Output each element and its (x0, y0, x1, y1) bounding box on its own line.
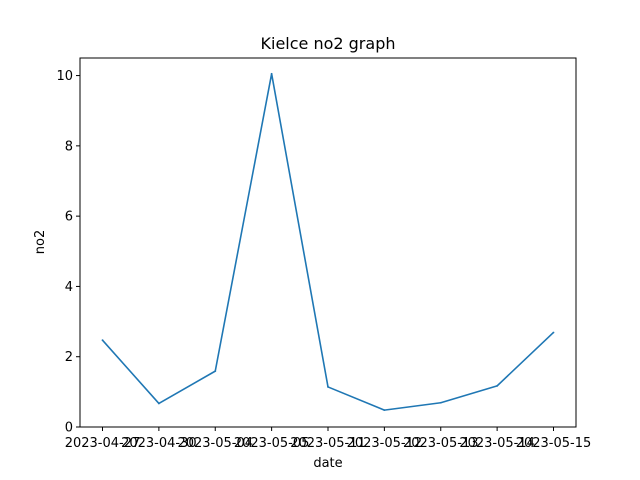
data-point (327, 386, 329, 388)
series-line (101, 73, 555, 411)
x-tick-label: 2023-05-14 (459, 436, 535, 451)
y-axis-label: no2 (33, 230, 48, 254)
data-point (270, 72, 273, 75)
y-tick-label: 0 (65, 421, 73, 436)
y-tick-label: 10 (56, 69, 73, 84)
data-point (101, 339, 104, 342)
data-point (552, 331, 555, 334)
x-tick-label: 2023-05-05 (234, 436, 310, 451)
series-group (101, 72, 555, 412)
x-tick-label: 2023-05-15 (516, 436, 592, 451)
x-axis: 2023-04-272023-04-302023-05-042023-05-05… (65, 427, 592, 451)
data-point (383, 409, 386, 412)
y-tick-label: 4 (65, 280, 73, 295)
y-tick-label: 6 (65, 210, 73, 225)
chart-title: Kielce no2 graph (261, 34, 396, 53)
plot-area-frame (79, 57, 577, 428)
y-tick-label: 2 (65, 350, 73, 365)
x-tick-label: 2023-05-11 (290, 436, 366, 451)
x-axis-label: date (313, 456, 342, 471)
data-point (157, 402, 160, 405)
x-tick-label: 2023-05-13 (403, 436, 479, 451)
data-point (214, 370, 217, 373)
x-tick-label: 2023-05-12 (347, 436, 423, 451)
y-tick-label: 8 (65, 139, 73, 154)
data-point (439, 401, 442, 404)
data-point (496, 384, 499, 387)
x-tick-label: 2023-04-27 (65, 436, 141, 451)
y-axis: 0 2 4 6 8 10 (56, 69, 80, 436)
x-tick-label: 2023-05-04 (177, 436, 253, 451)
x-tick-label: 2023-04-30 (121, 436, 197, 451)
